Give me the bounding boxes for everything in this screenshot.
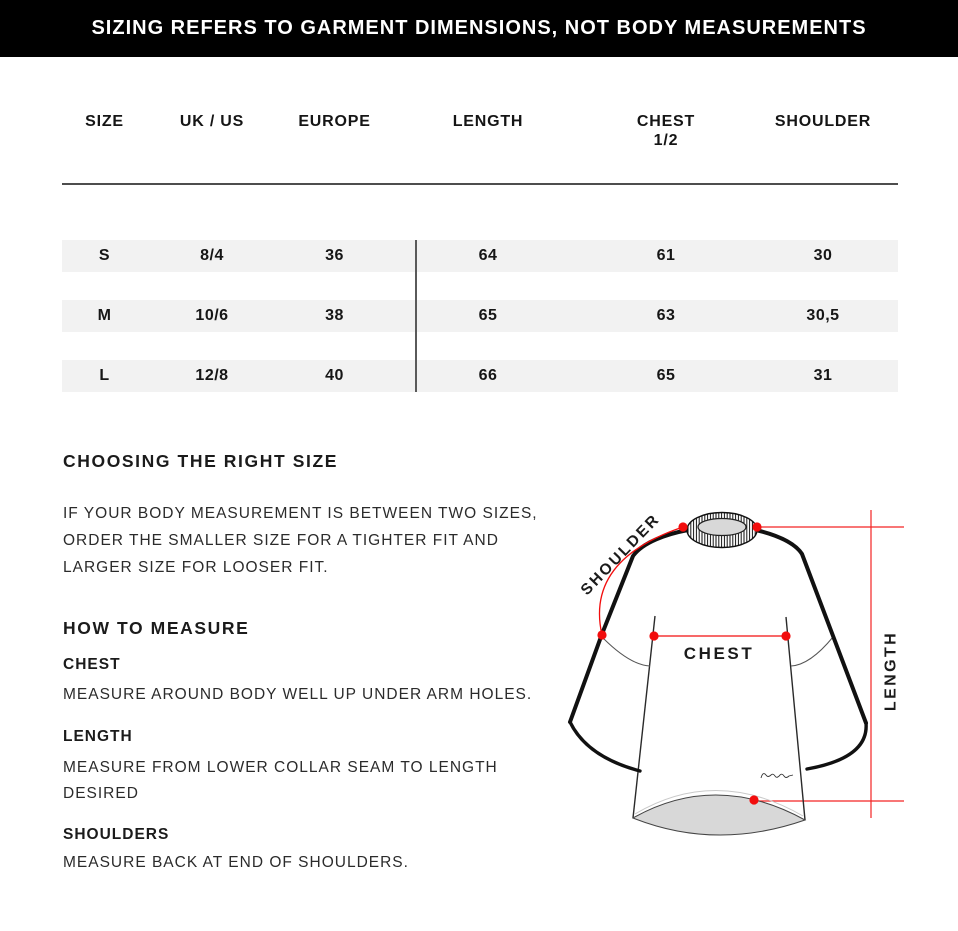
hem-shape: [631, 794, 807, 836]
column-header-chest: CHEST 1/2: [584, 112, 748, 150]
measurement-dots: [597, 522, 791, 805]
paragraph-line: ORDER THE SMALLER SIZE FOR A TIGHTER FIT…: [63, 532, 499, 549]
table-cell: 65: [478, 307, 498, 324]
paragraph-line: MEASURE FROM LOWER COLLAR SEAM TO LENGTH: [63, 759, 498, 776]
column-header-europe: EUROPE: [298, 113, 371, 130]
size-table-header: SIZE UK / US EUROPE LENGTH CHEST 1/2 SHOU…: [62, 112, 898, 150]
table-cell: L: [99, 367, 110, 384]
table-cell: 61: [656, 247, 676, 264]
column-header-chest-sub: 1/2: [653, 132, 679, 149]
table-cell: S: [98, 247, 111, 264]
table-cell: 66: [478, 367, 498, 384]
table-cell: 64: [478, 247, 498, 264]
table-cell: 30,5: [806, 307, 840, 324]
table-cell: 38: [325, 307, 344, 324]
banner-text: SIZING REFERS TO GARMENT DIMENSIONS, NOT…: [91, 17, 867, 39]
table-cell: 65: [656, 367, 676, 384]
measurement-overlays: [597, 522, 791, 805]
measure-item-chest-label: CHEST: [63, 656, 121, 673]
table-row-l: L 12/8 40 66 65 31: [62, 360, 898, 392]
measure-item-shoulders-text: MEASURE BACK AT END OF SHOULDERS.: [63, 850, 409, 876]
chest-measure-label: CHEST: [684, 644, 755, 663]
paragraph-line: DESIRED: [63, 785, 139, 802]
choosing-size-heading: CHOOSING THE RIGHT SIZE: [63, 451, 339, 471]
table-cell: 8/4: [200, 247, 224, 264]
column-header-length: LENGTH: [452, 113, 524, 130]
table-cell: 12/8: [195, 367, 229, 384]
table-cell: 10/6: [195, 307, 229, 324]
column-header-shoulder: SHOULDER: [774, 113, 872, 130]
table-row-m: M 10/6 38 65 63 30,5: [62, 300, 898, 332]
measure-item-shoulders-label: SHOULDERS: [63, 826, 170, 843]
table-cell: 31: [813, 367, 833, 384]
table-column-divider: [415, 240, 417, 392]
paragraph-line: IF YOUR BODY MEASUREMENT IS BETWEEN TWO …: [63, 505, 538, 522]
paragraph-line: LARGER SIZE FOR LOOSER FIT.: [63, 559, 329, 576]
garment-measurement-diagram: SHOULDER CHEST LENGTH: [568, 510, 904, 836]
measure-item-chest-text: MEASURE AROUND BODY WELL UP UNDER ARM HO…: [63, 682, 532, 708]
measure-item-length-text: MEASURE FROM LOWER COLLAR SEAM TO LENGTH…: [63, 755, 498, 807]
column-header-size: SIZE: [85, 113, 124, 130]
t-shirt-outline-icon: [568, 511, 868, 836]
sizing-disclaimer-banner: SIZING REFERS TO GARMENT DIMENSIONS, NOT…: [0, 0, 958, 57]
table-cell: 36: [325, 247, 344, 264]
how-to-measure-heading: HOW TO MEASURE: [63, 618, 250, 638]
table-header-rule: [62, 183, 898, 185]
column-header-ukus: UK / US: [179, 113, 245, 130]
paragraph-line: MEASURE BACK AT END OF SHOULDERS.: [63, 854, 409, 871]
choosing-size-paragraph: IF YOUR BODY MEASUREMENT IS BETWEEN TWO …: [63, 500, 538, 581]
table-row-s: S 8/4 36 64 61 30: [62, 240, 898, 272]
paragraph-line: MEASURE AROUND BODY WELL UP UNDER ARM HO…: [63, 686, 533, 703]
length-measure-label: LENGTH: [883, 631, 900, 711]
table-cell: 40: [325, 367, 344, 384]
table-cell: 63: [656, 307, 676, 324]
measure-item-length-label: LENGTH: [63, 728, 133, 745]
table-cell: 30: [813, 247, 833, 264]
ribbed-collar-icon: [686, 511, 758, 549]
length-measure-lines: [754, 510, 904, 818]
table-cell: M: [97, 307, 112, 324]
brand-script-signature-icon: [760, 773, 794, 779]
